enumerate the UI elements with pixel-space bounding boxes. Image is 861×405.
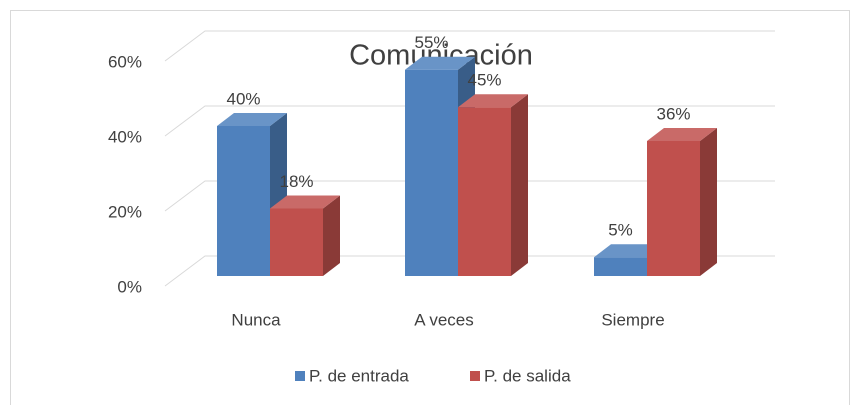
y-tick-label: 0% (117, 277, 142, 296)
bar-top (217, 113, 287, 126)
x-tick-label: Siempre (601, 310, 664, 329)
bar (217, 126, 270, 276)
x-tick-label: Nunca (231, 310, 281, 329)
bar-top (405, 56, 475, 70)
bar-top (594, 244, 664, 258)
bar (594, 257, 647, 276)
y-tick-label: 60% (108, 52, 142, 71)
bar-side (700, 128, 717, 276)
legend-swatch (295, 371, 305, 381)
data-label: 55% (414, 33, 448, 52)
bar-top (458, 94, 528, 108)
bar (270, 208, 323, 276)
bar-side (323, 195, 340, 276)
data-label: 18% (279, 172, 313, 191)
grid-line (164, 255, 775, 287)
bar (405, 69, 458, 276)
data-label: 5% (608, 221, 633, 240)
bar-side (511, 94, 528, 276)
data-label: 45% (467, 71, 501, 90)
bar-top (647, 128, 717, 141)
data-label: 40% (226, 89, 260, 108)
legend-label: P. de salida (484, 366, 571, 385)
legend-swatch (470, 371, 480, 381)
x-tick-label: A veces (414, 310, 474, 329)
grid-line (164, 105, 775, 137)
bar (458, 107, 511, 276)
legend-label: P. de entrada (309, 366, 409, 385)
data-label: 36% (656, 104, 690, 123)
y-tick-label: 20% (108, 202, 142, 221)
y-tick-label: 40% (108, 127, 142, 146)
grid-line (164, 30, 775, 62)
bar (647, 141, 700, 276)
grid-line (164, 180, 775, 212)
bar-top (270, 195, 340, 209)
